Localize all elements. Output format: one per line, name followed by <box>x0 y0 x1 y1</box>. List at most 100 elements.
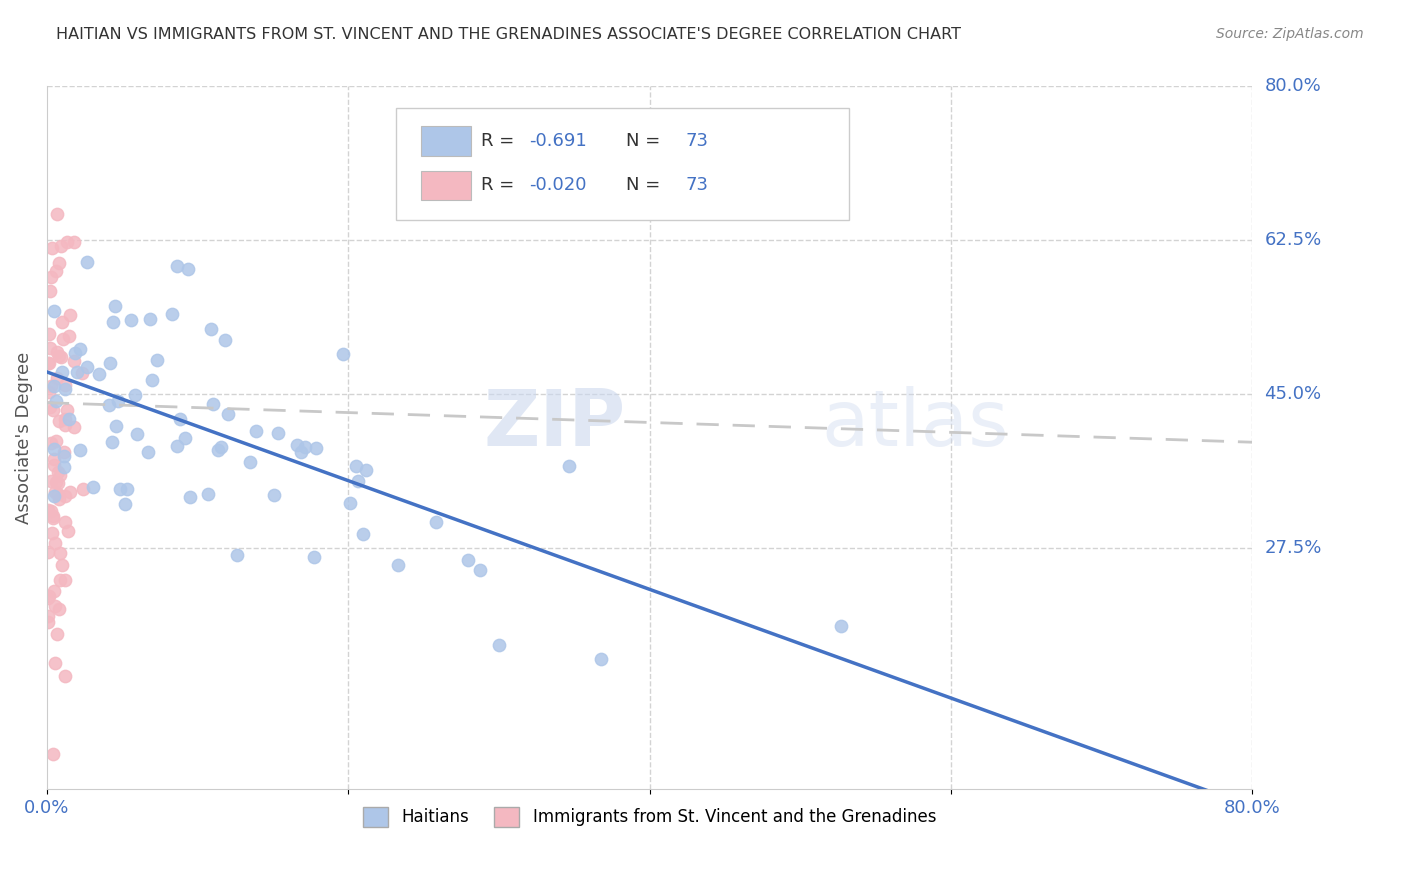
Text: N =: N = <box>626 131 665 150</box>
Point <box>44 656 66 670</box>
Point <box>226 549 249 563</box>
Point <box>45 434 67 448</box>
Point <box>179 491 201 505</box>
Point <box>42 402 65 417</box>
Point <box>115 482 138 496</box>
Text: N =: N = <box>626 176 665 194</box>
Point <box>51 365 73 379</box>
Point <box>38 327 60 342</box>
Point <box>44 451 66 466</box>
Point <box>58 412 80 426</box>
Point <box>53 417 76 432</box>
Point <box>100 435 122 450</box>
Point <box>56 524 79 539</box>
Point <box>89 367 111 381</box>
Point <box>69 443 91 458</box>
Point <box>52 333 75 347</box>
Point <box>339 496 361 510</box>
Point <box>45 264 67 278</box>
Point <box>45 393 67 408</box>
Point <box>45 207 67 221</box>
Point <box>55 402 77 417</box>
Point <box>49 238 72 252</box>
Text: -0.020: -0.020 <box>529 176 586 194</box>
Point <box>138 444 160 458</box>
Point <box>263 488 285 502</box>
Point <box>214 333 236 347</box>
Point <box>37 503 59 517</box>
Point <box>124 388 146 402</box>
Point <box>48 349 70 363</box>
Point <box>344 458 367 473</box>
Point <box>290 445 312 459</box>
FancyBboxPatch shape <box>420 170 471 201</box>
Point <box>166 259 188 273</box>
Point <box>558 458 581 473</box>
Point <box>457 553 479 567</box>
Point <box>44 379 66 393</box>
Point <box>65 365 87 379</box>
Text: -0.691: -0.691 <box>529 131 586 150</box>
Point <box>305 441 328 455</box>
Point <box>42 458 65 473</box>
Y-axis label: Associate's Degree: Associate's Degree <box>15 351 32 524</box>
Point <box>39 379 62 393</box>
Point <box>44 599 66 614</box>
Point <box>830 619 852 633</box>
Point <box>468 563 491 577</box>
Point <box>37 356 59 370</box>
Text: ZIP: ZIP <box>484 385 626 462</box>
Point <box>58 329 80 343</box>
Point <box>53 515 76 529</box>
Point <box>44 303 66 318</box>
Point <box>39 435 62 450</box>
Point <box>114 497 136 511</box>
Point <box>267 425 290 440</box>
Point <box>177 262 200 277</box>
Point <box>63 353 86 368</box>
Text: 80.0%: 80.0% <box>1264 78 1322 95</box>
Point <box>48 546 70 560</box>
Point <box>51 558 73 573</box>
Point <box>69 342 91 356</box>
Point <box>53 377 76 392</box>
Point <box>52 445 75 459</box>
Point <box>37 545 59 559</box>
Point <box>55 489 77 503</box>
Point <box>166 439 188 453</box>
Text: 73: 73 <box>686 176 709 194</box>
Point <box>53 459 76 474</box>
Point <box>49 468 72 483</box>
Point <box>45 370 67 384</box>
Point <box>202 397 225 411</box>
Point <box>174 431 197 445</box>
Text: atlas: atlas <box>821 385 1008 462</box>
Point <box>239 455 262 469</box>
Point <box>41 508 63 523</box>
Point <box>98 398 121 412</box>
Point <box>294 440 316 454</box>
Point <box>46 465 69 479</box>
Point <box>46 344 69 359</box>
Point <box>52 449 75 463</box>
Point <box>46 487 69 501</box>
Point <box>46 475 69 490</box>
Point <box>44 489 66 503</box>
Text: HAITIAN VS IMMIGRANTS FROM ST. VINCENT AND THE GRENADINES ASSOCIATE'S DEGREE COR: HAITIAN VS IMMIGRANTS FROM ST. VINCENT A… <box>56 27 962 42</box>
Point <box>354 463 377 477</box>
Text: R =: R = <box>481 176 520 194</box>
Point <box>197 487 219 501</box>
Point <box>160 307 183 321</box>
Point <box>62 419 84 434</box>
Point <box>49 350 72 364</box>
Point <box>108 482 131 496</box>
Point <box>37 615 59 629</box>
Text: R =: R = <box>481 131 520 150</box>
FancyBboxPatch shape <box>396 108 849 220</box>
Point <box>107 393 129 408</box>
Text: 45.0%: 45.0% <box>1264 385 1322 403</box>
Point <box>51 315 73 329</box>
Point <box>53 573 76 587</box>
Point <box>125 427 148 442</box>
Point <box>72 482 94 496</box>
